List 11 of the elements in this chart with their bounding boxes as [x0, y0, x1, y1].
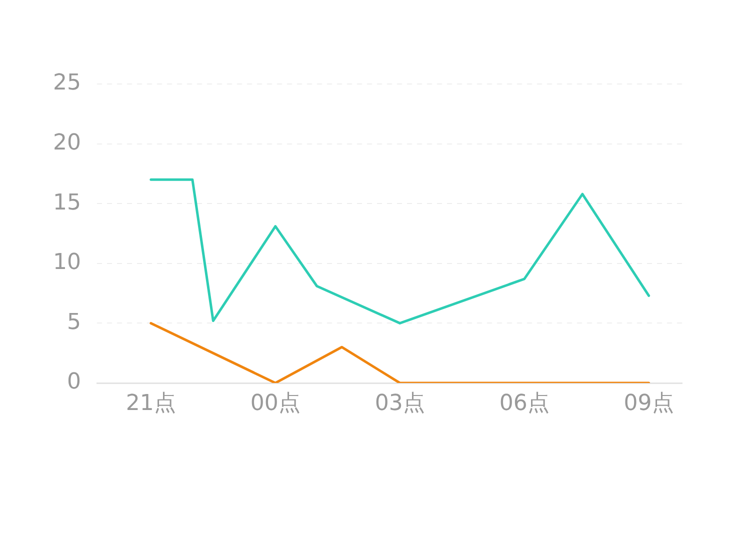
y-tick-label: 15 — [53, 190, 81, 216]
x-tick-label: 09点 — [624, 390, 674, 416]
x-tick-label: 03点 — [374, 390, 425, 416]
y-tick-label: 0 — [67, 370, 81, 395]
y-tick-label: 20 — [53, 130, 81, 156]
y-tick-label: 25 — [53, 70, 81, 96]
y-tick-label: 5 — [67, 310, 81, 335]
x-tick-label: 00点 — [250, 390, 300, 416]
x-tick-label: 06点 — [499, 390, 550, 416]
y-tick-label: 10 — [53, 250, 81, 276]
x-tick-label: 21点 — [126, 390, 176, 416]
